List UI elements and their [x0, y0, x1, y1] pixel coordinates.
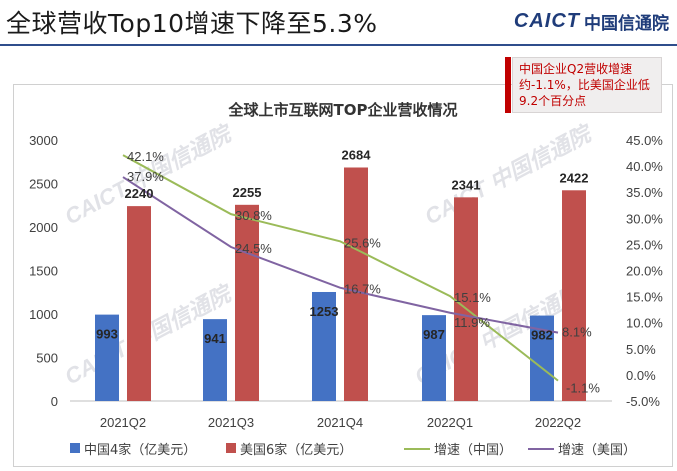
right-axis-tick-label: 40.0%	[626, 159, 663, 174]
right-axis-tick-label: 25.0%	[626, 237, 663, 252]
legend-swatch	[226, 443, 236, 453]
right-axis-tick-label: 20.0%	[626, 264, 663, 279]
callout-note: 中国企业Q2营收增速约-1.1%，比美国企业低9.2个百分点	[512, 57, 662, 113]
line-us-value-label: 37.9%	[127, 169, 164, 184]
bar-china-value-label: 993	[96, 327, 118, 342]
bar-china	[312, 291, 336, 401]
legend-label: 中国4家（亿美元）	[84, 442, 196, 458]
bar-china-value-label: 1253	[310, 304, 339, 319]
line-china-value-label: 30.8%	[235, 208, 272, 223]
bar-us-value-label: 2341	[452, 177, 481, 192]
left-axis-tick-label: 0	[51, 394, 58, 409]
line-us-value-label: 11.9%	[454, 315, 490, 330]
bar-china	[203, 319, 227, 401]
right-axis-tick-label: 0.0%	[626, 368, 656, 383]
bar-china	[422, 315, 446, 401]
callout-accent-bar	[505, 57, 511, 113]
bar-us	[454, 197, 478, 401]
x-axis-category-label: 2021Q3	[208, 415, 254, 430]
line-us-value-label: 16.7%	[344, 282, 381, 297]
right-axis-tick-label: -5.0%	[626, 394, 660, 409]
bar-us-value-label: 2684	[342, 147, 372, 162]
caict-logo: CAICT 中国信通院	[514, 8, 669, 34]
right-axis-tick-label: 5.0%	[626, 342, 656, 357]
legend-label: 增速（中国）	[434, 443, 512, 458]
line-us-value-label: 8.1%	[562, 325, 592, 340]
line-china-value-label: 15.1%	[454, 290, 491, 305]
chart-title: 全球上市互联网TOP企业营收情况	[228, 101, 458, 119]
line-china-value-label: 42.1%	[127, 149, 164, 164]
bar-us-value-label: 2255	[233, 185, 262, 200]
left-axis-tick-label: 1000	[29, 307, 58, 322]
x-axis-category-label: 2021Q2	[100, 415, 146, 430]
bar-us-value-label: 2240	[125, 186, 154, 201]
bar-china-value-label: 941	[204, 331, 226, 346]
left-axis-tick-label: 2500	[29, 177, 58, 192]
legend-swatch	[70, 443, 80, 453]
bar-us	[127, 206, 151, 401]
x-axis-category-label: 2021Q4	[317, 415, 363, 430]
line-china-value-label: 25.6%	[344, 235, 381, 250]
bar-china	[95, 314, 119, 401]
bar-us	[344, 167, 368, 401]
left-axis-tick-label: 2000	[29, 220, 58, 235]
line-china-growth	[122, 154, 559, 382]
left-axis-tick-label: 3000	[29, 133, 58, 148]
x-axis-category-label: 2022Q1	[427, 415, 473, 430]
legend-label: 美国6家（亿美元）	[240, 442, 352, 458]
left-axis-tick-label: 500	[36, 351, 58, 366]
bar-us	[562, 190, 586, 401]
bar-us-value-label: 2422	[560, 170, 589, 185]
line-china-value-label: -1.1%	[566, 381, 600, 396]
legend-label: 增速（美国）	[558, 443, 636, 458]
right-axis-tick-label: 45.0%	[626, 133, 663, 148]
line-us-value-label: 24.5%	[235, 241, 272, 256]
left-axis-tick-label: 1500	[29, 264, 58, 279]
right-axis-tick-label: 15.0%	[626, 290, 663, 305]
page-title: 全球营收Top10增速下降至5.3%	[6, 9, 378, 38]
right-axis-tick-label: 10.0%	[626, 316, 663, 331]
logo-latin-text: CAICT	[513, 9, 580, 32]
bar-china-value-label: 982	[531, 328, 553, 343]
line-us-growth	[122, 176, 559, 334]
right-axis-tick-label: 30.0%	[626, 211, 663, 226]
x-axis-category-label: 2022Q2	[535, 415, 581, 430]
title-divider	[0, 44, 677, 46]
right-axis-tick-label: 35.0%	[626, 185, 663, 200]
bar-us	[235, 204, 259, 401]
bar-china-value-label: 987	[423, 327, 445, 342]
logo-chinese-text: 中国信通院	[584, 13, 669, 34]
